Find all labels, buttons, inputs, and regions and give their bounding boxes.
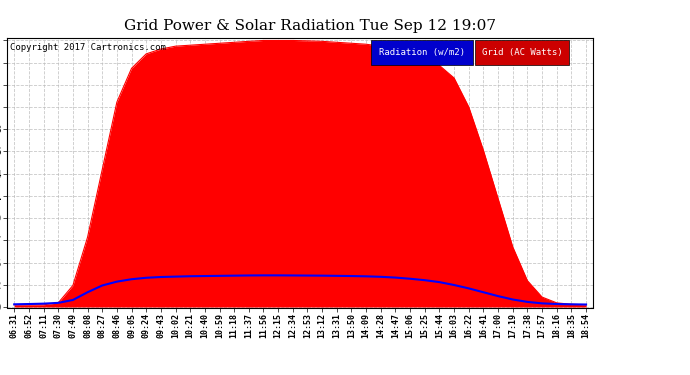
Text: Grid (AC Watts): Grid (AC Watts) [482, 48, 562, 57]
FancyBboxPatch shape [475, 40, 569, 64]
Text: Radiation (w/m2): Radiation (w/m2) [379, 48, 464, 57]
FancyBboxPatch shape [371, 40, 473, 64]
Text: Grid Power & Solar Radiation Tue Sep 12 19:07: Grid Power & Solar Radiation Tue Sep 12 … [124, 19, 497, 33]
Text: Copyright 2017 Cartronics.com: Copyright 2017 Cartronics.com [10, 43, 166, 52]
